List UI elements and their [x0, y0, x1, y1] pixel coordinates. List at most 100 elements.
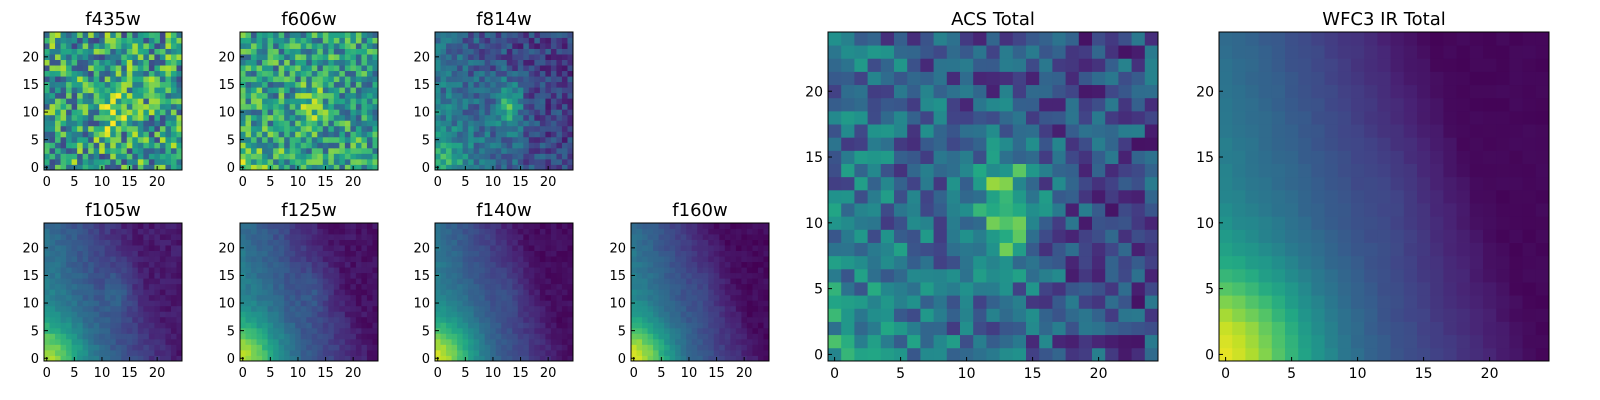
- heatmap-cell: [344, 54, 351, 60]
- heatmap-cell: [907, 229, 921, 243]
- heatmap-cell: [490, 305, 497, 312]
- heatmap-cell: [702, 228, 709, 235]
- heatmap-cell: [1092, 308, 1106, 322]
- heatmap-cell: [66, 120, 72, 127]
- heatmap-cell: [841, 203, 855, 217]
- heatmap-cell: [322, 272, 329, 279]
- heatmap-cell: [328, 250, 335, 257]
- heatmap-cell: [176, 311, 183, 318]
- heatmap-cell: [60, 344, 67, 351]
- heatmap-cell: [267, 289, 274, 296]
- heatmap-cell: [468, 131, 475, 138]
- heatmap-cell: [653, 333, 659, 340]
- heatmap-cell: [284, 109, 291, 116]
- heatmap-cell: [366, 322, 373, 329]
- heatmap-cell: [697, 239, 704, 246]
- heatmap-cell: [82, 333, 89, 340]
- heatmap-cell: [317, 333, 324, 340]
- heatmap-cell: [88, 32, 95, 38]
- heatmap-cell: [322, 65, 329, 72]
- heatmap-cell: [534, 272, 541, 279]
- heatmap-cell: [55, 256, 61, 263]
- heatmap-cell: [71, 65, 78, 72]
- heatmap-cell: [907, 110, 921, 125]
- heatmap-cell: [115, 164, 122, 171]
- heatmap-cell: [148, 239, 155, 246]
- heatmap-cell: [267, 322, 274, 329]
- heatmap-cell: [501, 76, 508, 83]
- heatmap-cell: [534, 327, 541, 334]
- heatmap-cell: [350, 65, 357, 72]
- heatmap-cell: [523, 344, 530, 351]
- heatmap-cell: [484, 305, 491, 312]
- heatmap-cell: [295, 344, 302, 351]
- heatmap-cell: [295, 349, 302, 356]
- heatmap-cell: [104, 355, 111, 362]
- heatmap-cell: [1065, 242, 1080, 257]
- heatmap-cell: [724, 267, 731, 274]
- heatmap-cell: [251, 136, 257, 143]
- heatmap-cell: [372, 239, 379, 246]
- heatmap-cell: [841, 295, 855, 309]
- heatmap-cell: [256, 289, 263, 296]
- heatmap-cell: [517, 147, 524, 154]
- heatmap-cell: [355, 147, 362, 154]
- heatmap-cell: [366, 283, 373, 290]
- heatmap-cell: [697, 300, 704, 307]
- heatmap-cell: [545, 65, 552, 72]
- heatmap-cell: [159, 245, 166, 251]
- heatmap-cell: [110, 32, 117, 38]
- heatmap-cell: [126, 261, 133, 268]
- heatmap-cell: [82, 283, 89, 290]
- heatmap-cell: [49, 158, 56, 165]
- heatmap-cell: [719, 278, 726, 285]
- heatmap-cell: [55, 333, 61, 340]
- heatmap-cell: [66, 305, 72, 312]
- heatmap-cell: [284, 278, 291, 285]
- heatmap-cell: [366, 250, 373, 257]
- heatmap-cell: [339, 81, 346, 88]
- heatmap-cell: [311, 114, 318, 121]
- heatmap-cell: [933, 229, 948, 243]
- heatmap-cell: [501, 37, 508, 44]
- heatmap-cell: [567, 92, 574, 99]
- heatmap-cell: [262, 142, 268, 149]
- heatmap-cell: [664, 283, 671, 290]
- heatmap-cell: [567, 239, 574, 246]
- heatmap-cell: [317, 245, 324, 251]
- heatmap-cell: [121, 311, 128, 318]
- heatmap-cell: [451, 158, 458, 165]
- heatmap-cell: [479, 305, 486, 312]
- heatmap-cell: [501, 142, 508, 149]
- heatmap-cell: [278, 338, 285, 345]
- heatmap-cell: [132, 48, 139, 55]
- heatmap-cell: [545, 349, 552, 356]
- heatmap-cell: [240, 147, 246, 154]
- heatmap-cell: [484, 125, 491, 132]
- heatmap-cell: [828, 347, 842, 362]
- heatmap-cell: [495, 158, 502, 165]
- heatmap-cell: [1039, 216, 1053, 230]
- heatmap-cell: [462, 250, 469, 257]
- heatmap-cell: [245, 239, 252, 246]
- heatmap-cell: [451, 234, 458, 240]
- heatmap-cell: [143, 81, 150, 88]
- heatmap-cell: [104, 223, 111, 229]
- heatmap-cell: [93, 283, 100, 290]
- heatmap-cell: [55, 76, 61, 83]
- heatmap-cell: [317, 349, 324, 356]
- heatmap-cell: [1118, 124, 1132, 138]
- heatmap-cell: [539, 76, 546, 83]
- heatmap-cell: [675, 223, 682, 229]
- heatmap-cell: [44, 153, 50, 160]
- heatmap-cell: [702, 261, 709, 268]
- heatmap-cell: [328, 125, 335, 132]
- heatmap-cell: [71, 333, 78, 340]
- heatmap-cell: [361, 114, 368, 121]
- heatmap-cell: [550, 131, 557, 138]
- heatmap-cell: [104, 59, 111, 66]
- heatmap-cell: [240, 256, 246, 263]
- heatmap-cell: [713, 311, 720, 318]
- heatmap-cell: [240, 239, 246, 246]
- axes-frame: [630, 222, 770, 362]
